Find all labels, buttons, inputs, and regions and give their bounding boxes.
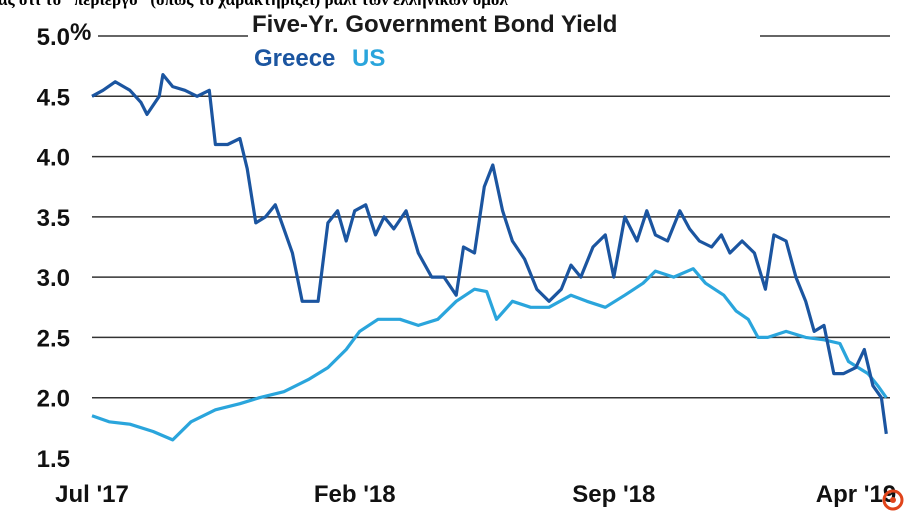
x-tick-label: Apr '19: [816, 481, 896, 508]
series-line-greece: [91, 73, 888, 435]
y-tick-label: 4.0: [37, 145, 70, 172]
y-tick-label: 5.0: [37, 24, 70, 51]
watermark-icon: [882, 489, 904, 511]
y-tick-label: 3.5: [37, 205, 70, 232]
y-unit-label: %: [70, 19, 91, 46]
chart-title: Five-Yr. Government Bond Yield: [252, 11, 617, 38]
legend-entry: US: [352, 45, 385, 72]
series-line-us: [91, 267, 888, 442]
legend: Greece US: [254, 45, 385, 72]
y-tick-label: 3.0: [37, 265, 70, 292]
x-tick-label: Feb '18: [314, 481, 396, 508]
top-cropped-text: ας ότι το “περιεργο” (όπως το χαρακτηρίζ…: [0, 0, 508, 9]
y-tick-label: 1.5: [37, 446, 70, 473]
y-tick-label: 4.5: [37, 84, 70, 111]
x-tick-label: Sep '18: [572, 481, 655, 508]
y-axis-ticks: 5.0 4.5 4.0 3.5 3.0 2.5 2.0 1.5: [37, 24, 70, 473]
gridlines: [92, 35, 890, 399]
series-lines: [91, 73, 888, 442]
x-tick-label: Jul '17: [55, 481, 129, 508]
y-tick-label: 2.0: [37, 386, 70, 413]
legend-entry: Greece: [254, 45, 335, 72]
x-axis-ticks: Jul '17 Feb '18 Sep '18 Apr '19: [55, 481, 896, 508]
y-tick-label: 2.5: [37, 325, 70, 352]
